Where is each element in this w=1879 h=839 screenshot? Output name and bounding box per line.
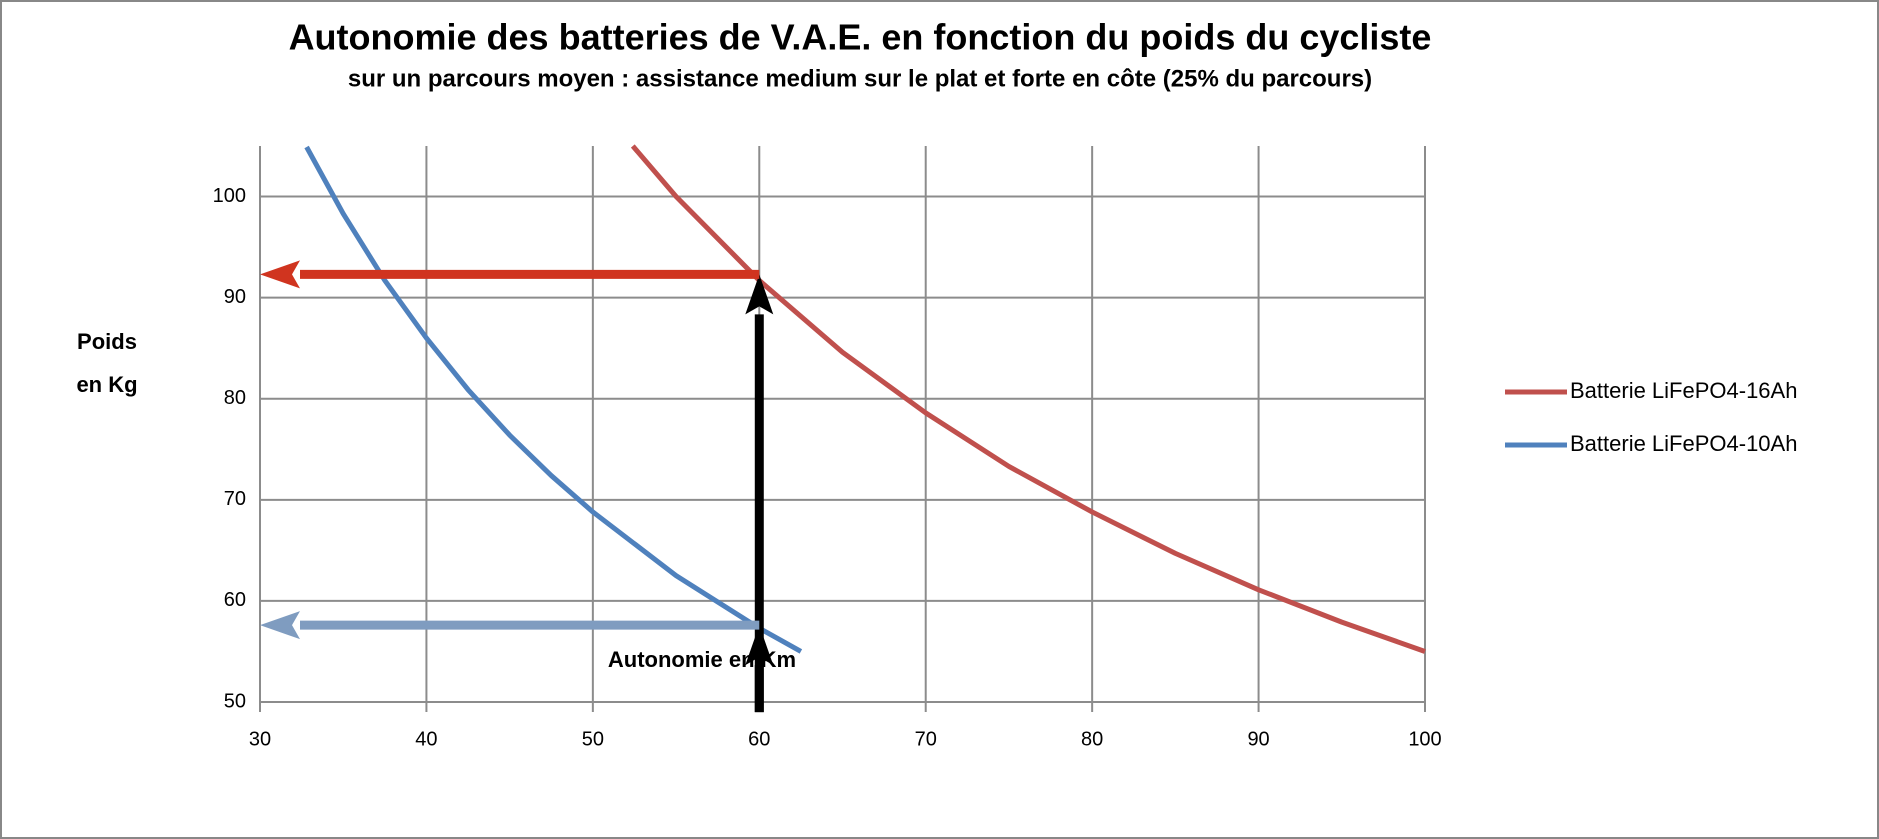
x-tick-label: 70 xyxy=(915,728,937,750)
x-tick-label: 80 xyxy=(1081,728,1103,750)
y-tick-label: 60 xyxy=(224,589,246,611)
y-axis-title: en Kg xyxy=(76,372,137,397)
arrow-head xyxy=(260,611,300,640)
arrow-head xyxy=(745,274,774,315)
line-series xyxy=(630,144,1426,654)
y-tick-label: 50 xyxy=(224,690,246,712)
x-tick-label: 100 xyxy=(1408,728,1441,750)
y-tick-label: 90 xyxy=(224,286,246,308)
x-tick-label: 60 xyxy=(748,728,770,750)
y-axis-title: Poids xyxy=(77,329,137,354)
y-tick-label: 70 xyxy=(224,488,246,510)
x-tick-label: 30 xyxy=(249,728,271,750)
line-series xyxy=(304,145,803,654)
x-tick-label: 90 xyxy=(1247,728,1269,750)
arrow-head xyxy=(745,625,774,666)
y-tick-label: 80 xyxy=(224,387,246,409)
legend-label: Batterie LiFePO4-10Ah xyxy=(1570,431,1797,456)
arrow-head xyxy=(260,260,300,289)
y-tick-label: 100 xyxy=(213,185,246,207)
x-tick-label: 50 xyxy=(582,728,604,750)
chart-subtitle: sur un parcours moyen : assistance mediu… xyxy=(348,65,1372,92)
legend-label: Batterie LiFePO4-16Ah xyxy=(1570,378,1797,403)
x-tick-label: 40 xyxy=(415,728,437,750)
chart-title: Autonomie des batteries de V.A.E. en fon… xyxy=(289,17,1432,58)
